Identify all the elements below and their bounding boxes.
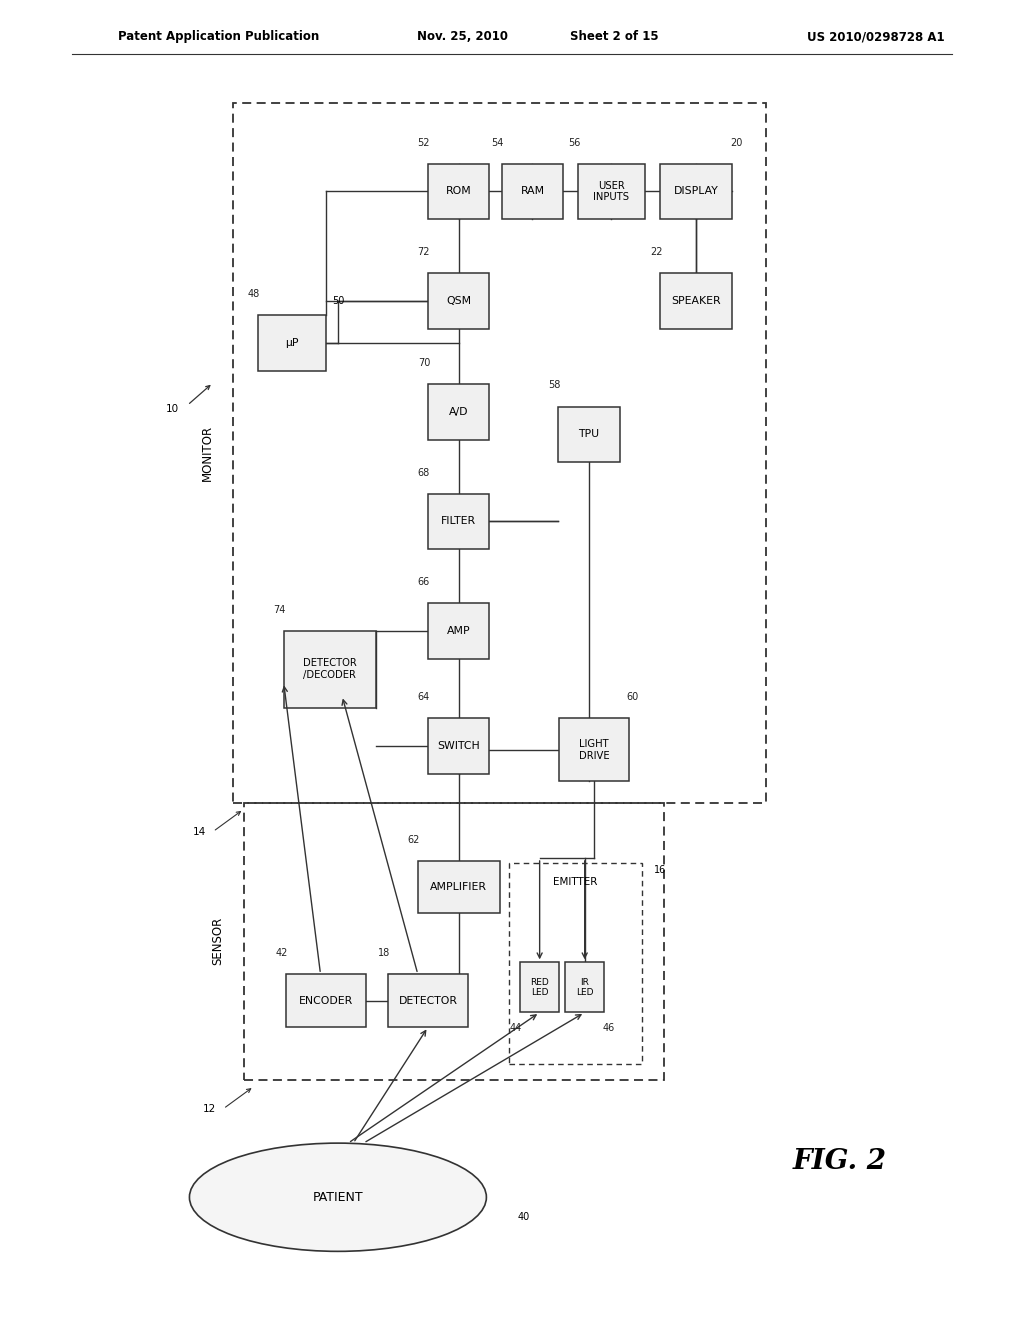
Bar (520, 962, 559, 1012)
Bar (388, 974, 468, 1027)
Bar (428, 603, 489, 659)
Text: 10: 10 (166, 404, 178, 414)
Bar (660, 273, 732, 329)
Text: USER
INPUTS: USER INPUTS (593, 181, 630, 202)
Text: AMP: AMP (446, 626, 471, 636)
Bar (233, 103, 766, 803)
Text: 46: 46 (602, 1023, 614, 1034)
Text: PATIENT: PATIENT (312, 1191, 364, 1204)
Text: 60: 60 (627, 692, 639, 702)
Text: ENCODER: ENCODER (299, 995, 352, 1006)
Bar (565, 962, 604, 1012)
Text: MONITOR: MONITOR (202, 425, 214, 480)
Text: DETECTOR: DETECTOR (398, 995, 458, 1006)
Text: Sheet 2 of 15: Sheet 2 of 15 (570, 30, 658, 44)
Text: 72: 72 (418, 247, 430, 257)
Text: 22: 22 (650, 247, 663, 257)
Bar (418, 861, 500, 913)
Text: SPEAKER: SPEAKER (672, 296, 721, 306)
Text: TPU: TPU (579, 429, 599, 440)
Bar (660, 164, 732, 219)
Text: 74: 74 (273, 605, 286, 615)
Text: 70: 70 (418, 358, 430, 368)
Text: 56: 56 (567, 137, 581, 148)
Bar (286, 974, 366, 1027)
Text: 64: 64 (418, 692, 430, 702)
Bar (284, 631, 376, 708)
Text: US 2010/0298728 A1: US 2010/0298728 A1 (807, 30, 944, 44)
Text: FIG. 2: FIG. 2 (793, 1148, 887, 1175)
Text: 14: 14 (193, 826, 206, 837)
Bar (244, 803, 664, 1080)
Text: IR
LED: IR LED (575, 978, 594, 997)
Text: RAM: RAM (520, 186, 545, 197)
Bar (558, 407, 620, 462)
Text: 44: 44 (510, 1023, 522, 1034)
Text: μP: μP (285, 338, 299, 348)
Text: EMITTER: EMITTER (553, 876, 598, 887)
Text: SENSOR: SENSOR (212, 917, 224, 965)
Text: ROM: ROM (445, 186, 472, 197)
Ellipse shape (189, 1143, 486, 1251)
Text: 16: 16 (654, 865, 667, 875)
Text: 50: 50 (332, 296, 344, 306)
Bar (428, 384, 489, 440)
Text: Patent Application Publication: Patent Application Publication (118, 30, 319, 44)
Bar (428, 273, 489, 329)
Text: RED
LED: RED LED (530, 978, 549, 997)
Text: QSM: QSM (446, 296, 471, 306)
Bar (578, 164, 645, 219)
Text: 48: 48 (248, 289, 260, 300)
Text: 12: 12 (203, 1104, 216, 1114)
Bar (559, 718, 629, 781)
Bar (428, 718, 489, 774)
Text: 58: 58 (548, 380, 560, 391)
Text: Nov. 25, 2010: Nov. 25, 2010 (418, 30, 508, 44)
Text: 40: 40 (517, 1212, 529, 1222)
Text: FILTER: FILTER (441, 516, 476, 527)
Bar (258, 315, 326, 371)
Text: SWITCH: SWITCH (437, 741, 480, 751)
Bar (502, 164, 563, 219)
Text: DETECTOR
/DECODER: DETECTOR /DECODER (303, 659, 356, 680)
Text: A/D: A/D (449, 407, 469, 417)
Text: 18: 18 (378, 948, 390, 958)
Bar (428, 494, 489, 549)
Bar (428, 164, 489, 219)
Text: 66: 66 (418, 577, 430, 587)
Bar (509, 863, 642, 1064)
Text: DISPLAY: DISPLAY (674, 186, 719, 197)
Text: 68: 68 (418, 467, 430, 478)
Text: 62: 62 (408, 834, 420, 845)
Text: 54: 54 (492, 137, 504, 148)
Text: 52: 52 (418, 137, 430, 148)
Text: LIGHT
DRIVE: LIGHT DRIVE (579, 739, 609, 760)
Text: AMPLIFIER: AMPLIFIER (430, 882, 487, 892)
Text: 20: 20 (730, 137, 742, 148)
Text: 42: 42 (275, 948, 288, 958)
